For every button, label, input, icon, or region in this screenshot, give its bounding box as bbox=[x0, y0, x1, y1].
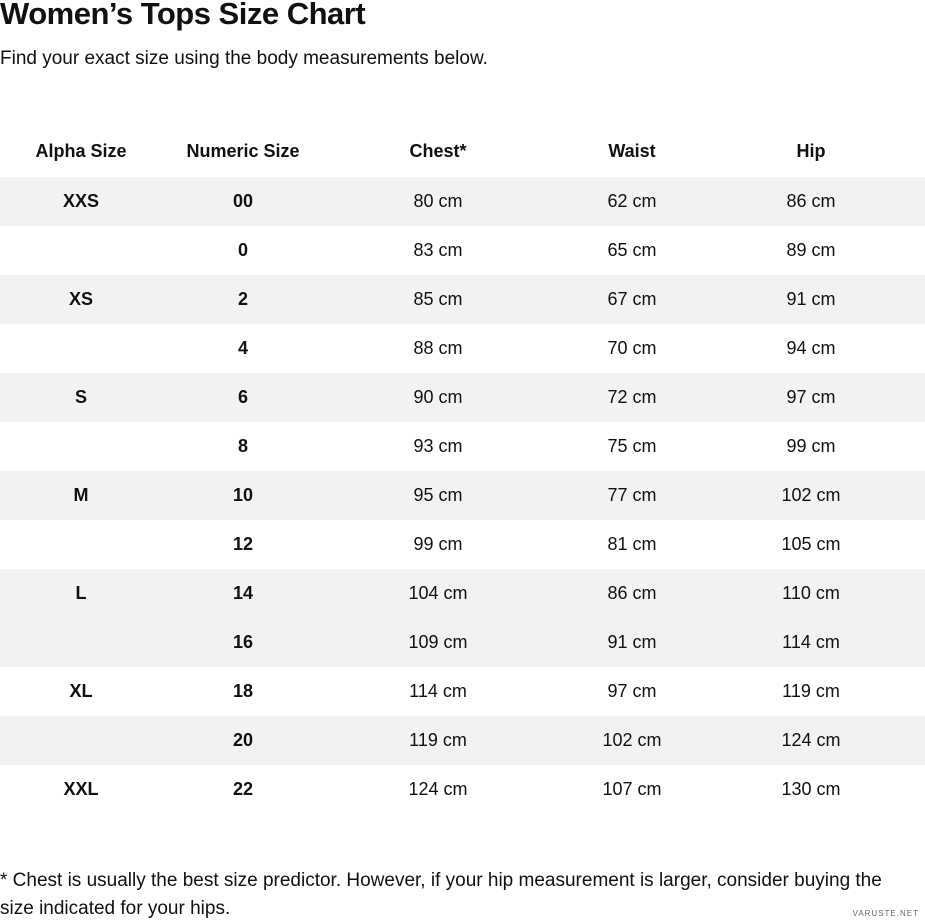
table-cell: 104 cm bbox=[408, 583, 468, 603]
column-header: Alpha Size bbox=[35, 141, 127, 161]
table-cell: 65 cm bbox=[607, 240, 657, 260]
column-header: Numeric Size bbox=[186, 141, 300, 161]
table-cell: 83 cm bbox=[413, 240, 463, 260]
table-cell: 2 bbox=[237, 289, 248, 309]
table-cell: 114 cm bbox=[782, 632, 840, 652]
table-cell: 77 cm bbox=[607, 485, 657, 505]
table-cell: 102 cm bbox=[602, 730, 662, 750]
table-cell: 86 cm bbox=[607, 583, 657, 603]
table-row: XS 2 85 cm 67 cm 91 cm bbox=[0, 275, 925, 324]
table-cell: 4 bbox=[237, 338, 248, 358]
table-cell: XXL bbox=[63, 779, 99, 799]
table-cell: XL bbox=[69, 681, 93, 701]
footnote: * Chest is usually the best size predict… bbox=[0, 870, 882, 919]
table-cell: 67 cm bbox=[607, 289, 657, 309]
table-cell: 97 cm bbox=[786, 387, 836, 407]
table-cell: 20 bbox=[232, 730, 254, 750]
table-cell: 107 cm bbox=[602, 779, 662, 799]
table-cell: 91 cm bbox=[786, 289, 836, 309]
table-cell: 124 cm bbox=[408, 779, 468, 799]
table-cell: M bbox=[73, 485, 89, 505]
table-cell: 12 bbox=[232, 534, 254, 554]
table-cell: 119 cm bbox=[409, 730, 467, 750]
table-cell: 85 cm bbox=[413, 289, 463, 309]
table-cell: 88 cm bbox=[413, 338, 463, 358]
table-row: S 6 90 cm 72 cm 97 cm bbox=[0, 373, 925, 422]
table-row: L 14 104 cm 86 cm 110 cm bbox=[0, 569, 925, 618]
table-cell: 8 bbox=[237, 436, 248, 456]
table-cell: XS bbox=[68, 289, 93, 309]
table-row: M 10 95 cm 77 cm 102 cm bbox=[0, 471, 925, 520]
table-cell: 16 bbox=[232, 632, 254, 652]
table-cell: 80 cm bbox=[413, 191, 463, 211]
table-row: 0 83 cm 65 cm 89 cm bbox=[0, 226, 925, 275]
table-row: 12 99 cm 81 cm 105 cm bbox=[0, 520, 925, 569]
table-row: 20 119 cm 102 cm 124 cm bbox=[0, 716, 925, 765]
table-row: 16 109 cm 91 cm 114 cm bbox=[0, 618, 925, 667]
table-cell: 91 cm bbox=[607, 632, 657, 652]
table-cell: 102 cm bbox=[781, 485, 841, 505]
table-cell: 18 bbox=[232, 681, 254, 701]
header-row: Alpha Size Numeric Size Chest* Waist Hip bbox=[0, 127, 925, 176]
table-cell: 75 cm bbox=[607, 436, 657, 456]
table-cell: 119 cm bbox=[782, 681, 840, 701]
table-cell: S bbox=[74, 387, 87, 407]
table-cell: 81 cm bbox=[607, 534, 657, 554]
table-cell: XXS bbox=[62, 191, 100, 211]
table-cell: 70 cm bbox=[607, 338, 657, 358]
table-cell: 110 cm bbox=[782, 583, 840, 603]
table-cell: 97 cm bbox=[607, 681, 657, 701]
table-cell: 114 cm bbox=[409, 681, 467, 701]
table-row: XL 18 114 cm 97 cm 119 cm bbox=[0, 667, 925, 716]
table-cell: 105 cm bbox=[781, 534, 841, 554]
table-row: 8 93 cm 75 cm 99 cm bbox=[0, 422, 925, 471]
table-cell: 10 bbox=[232, 485, 254, 505]
table-cell: 0 bbox=[237, 240, 248, 260]
table-cell: 93 cm bbox=[413, 436, 463, 456]
table-cell: 14 bbox=[232, 583, 254, 603]
table-cell: 62 cm bbox=[607, 191, 657, 211]
table-cell: 90 cm bbox=[413, 387, 463, 407]
table-cell: 99 cm bbox=[413, 534, 463, 554]
table-cell: 99 cm bbox=[786, 436, 836, 456]
table-cell: 00 bbox=[232, 191, 254, 211]
table-row: 4 88 cm 70 cm 94 cm bbox=[0, 324, 925, 373]
table-cell: 124 cm bbox=[781, 730, 841, 750]
watermark: VARUSTE.NET bbox=[852, 909, 919, 918]
table-cell: 72 cm bbox=[607, 387, 657, 407]
table-cell: L bbox=[75, 583, 87, 603]
table-cell: 22 bbox=[232, 779, 254, 799]
table-row: XXL 22 124 cm 107 cm 130 cm bbox=[0, 765, 925, 814]
column-header: Waist bbox=[608, 141, 656, 161]
table-cell: 94 cm bbox=[786, 338, 836, 358]
table-cell: 6 bbox=[237, 387, 248, 407]
table-cell: 89 cm bbox=[786, 240, 836, 260]
table-cell: 109 cm bbox=[408, 632, 468, 652]
table-row: XXS 00 80 cm 62 cm 86 cm bbox=[0, 177, 925, 226]
table-cell: 86 cm bbox=[786, 191, 836, 211]
column-header: Chest* bbox=[409, 141, 467, 161]
table-cell: 95 cm bbox=[413, 485, 463, 505]
column-header: Hip bbox=[796, 141, 826, 161]
subtitle: Find your exact size using the body meas… bbox=[0, 48, 488, 69]
size-table: Alpha Size Numeric Size Chest* Waist Hip XXS 0… bbox=[0, 127, 925, 817]
title: Women’s Tops Size Chart bbox=[0, 0, 366, 31]
table-cell: 130 cm bbox=[781, 779, 841, 799]
